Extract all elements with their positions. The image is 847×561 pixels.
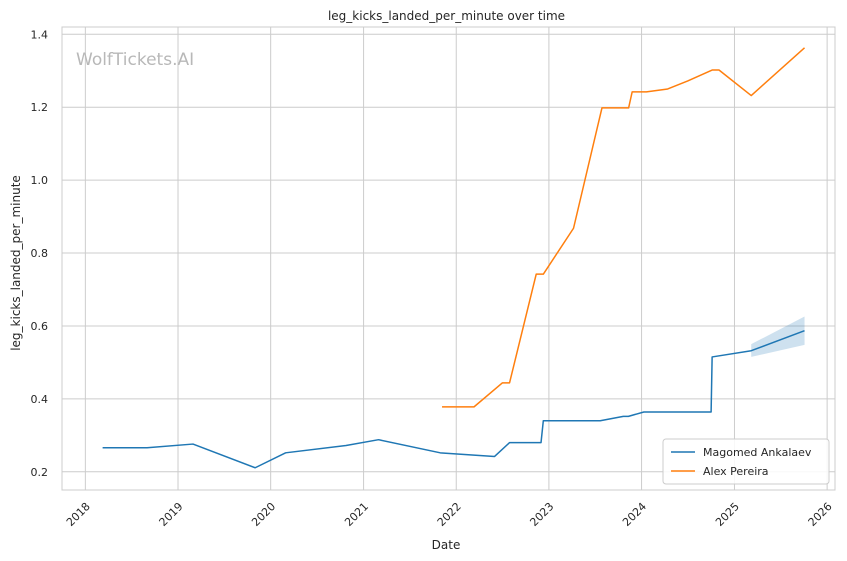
- confidence-band-layer: [751, 316, 805, 357]
- confidence-band-magomed-ankalaev: [751, 316, 805, 357]
- legend-label-alex-pereira: Alex Pereira: [703, 465, 769, 478]
- watermark-text: WolfTickets.AI: [76, 50, 194, 70]
- y-axis-label: leg_kicks_landed_per_minute: [9, 175, 23, 351]
- y-tick-label-0.6: 0.6: [31, 320, 49, 333]
- y-tick-label-0.4: 0.4: [31, 393, 49, 406]
- x-axis-label: Date: [432, 538, 461, 552]
- y-tick-label-0.2: 0.2: [31, 466, 49, 479]
- series-line-layer: [102, 47, 806, 469]
- y-tick-label-0.8: 0.8: [31, 247, 49, 260]
- y-tick-labels: 0.2 0.4 0.6 0.8 1.0 1.2 1.4: [31, 28, 49, 478]
- plot-frame: [61, 26, 836, 491]
- chart-title: leg_kicks_landed_per_minute over time: [328, 9, 565, 23]
- y-tick-label-1.4: 1.4: [31, 28, 49, 41]
- legend-box: [662, 438, 830, 485]
- legend: Magomed Ankalaev Alex Pereira: [662, 438, 830, 485]
- y-tick-label-1.0: 1.0: [31, 174, 49, 187]
- series-line-magomed-ankalaev: [102, 329, 805, 469]
- legend-label-magomed-ankalaev: Magomed Ankalaev: [703, 446, 812, 459]
- series-line-alex-pereira: [442, 47, 806, 408]
- y-tick-label-1.2: 1.2: [31, 101, 49, 114]
